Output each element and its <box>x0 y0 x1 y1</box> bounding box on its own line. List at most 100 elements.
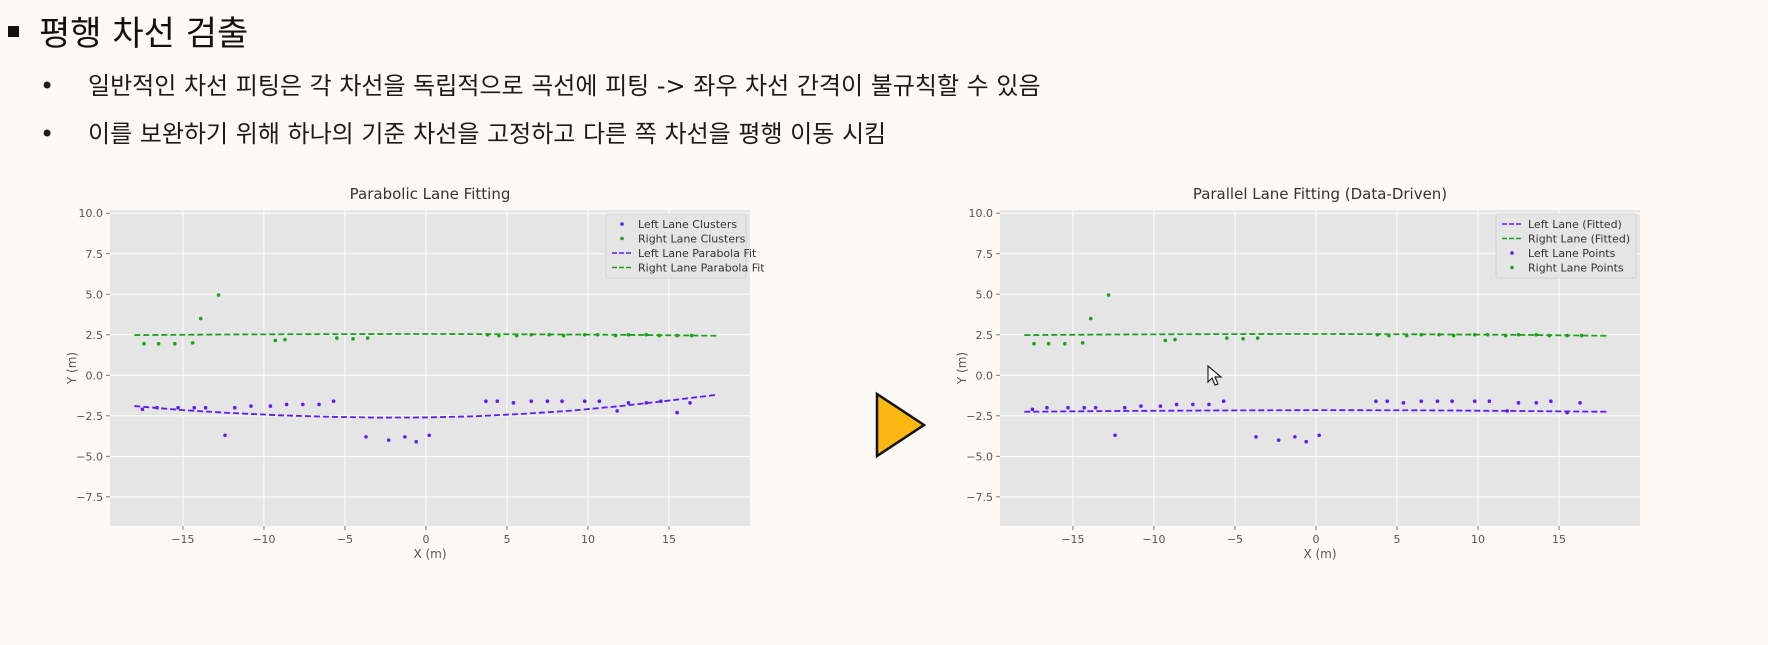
data-point-right <box>216 293 221 297</box>
y-tick-label: −7.5 <box>966 491 993 504</box>
x-tick-label: −5 <box>1227 533 1243 546</box>
data-point-right <box>1375 332 1380 337</box>
data-point-left <box>1254 435 1258 439</box>
data-point-left <box>1534 401 1539 405</box>
legend-label: Left Lane Parabola Fit <box>638 247 757 260</box>
x-tick-label: −5 <box>337 533 353 546</box>
data-point-right <box>1032 341 1036 346</box>
data-point-right <box>1547 333 1552 338</box>
data-point-right <box>561 333 566 338</box>
x-tick-label: 10 <box>581 533 595 546</box>
legend-box <box>605 213 747 279</box>
data-point-left <box>284 402 289 407</box>
data-point-right <box>1565 333 1569 338</box>
x-tick-label: 0 <box>1312 533 1319 546</box>
data-point-right <box>1516 332 1521 337</box>
arrow-icon <box>870 390 930 464</box>
data-point-right <box>1451 333 1456 338</box>
fit-line-right <box>134 333 718 337</box>
data-point-right <box>1387 333 1391 338</box>
bullet-text: 일반적인 차선 피팅은 각 차선을 독립적으로 곡선에 피팅 -> 좌우 차선 … <box>88 72 1041 100</box>
data-point-left <box>1045 405 1049 410</box>
data-point-right <box>644 332 649 337</box>
bullet-item: • 일반적인 차선 피팅은 각 차선을 독립적으로 곡선에 피팅 -> 좌우 차선… <box>40 66 1041 101</box>
data-point-left <box>675 410 679 415</box>
data-point-right <box>1163 338 1168 343</box>
data-point-left <box>268 404 273 408</box>
data-point-right <box>1255 336 1260 340</box>
data-point-right <box>547 332 551 337</box>
data-point-left <box>1565 410 1569 415</box>
bullet-dot-icon: • <box>40 120 55 148</box>
y-tick-label: −2.5 <box>76 410 103 423</box>
fit-line-left <box>134 393 718 419</box>
data-point-right <box>613 333 618 338</box>
data-point-left <box>232 405 237 410</box>
fit-line-right <box>1024 333 1608 337</box>
data-point-left <box>1030 407 1035 412</box>
data-point-right <box>582 332 587 337</box>
slide-title-text: 평행 차선 검출 <box>39 14 249 54</box>
data-point-left <box>140 407 145 412</box>
y-tick-label: 2.5 <box>976 329 994 342</box>
data-point-left <box>1401 401 1406 405</box>
data-point-right <box>1503 333 1508 338</box>
data-point-left <box>484 399 488 404</box>
legend-label: Left Lane (Fitted) <box>1528 218 1622 231</box>
data-point-right <box>689 333 694 338</box>
data-point-right <box>283 337 287 342</box>
data-point-right <box>173 341 177 346</box>
y-tick-label: −2.5 <box>966 410 993 423</box>
x-tick-label: 0 <box>422 533 429 546</box>
data-point-right <box>595 332 600 337</box>
y-tick-label: 5.0 <box>976 288 994 301</box>
data-point-right <box>514 333 519 338</box>
data-point-right <box>273 338 278 343</box>
y-tick-label: −5.0 <box>966 450 993 463</box>
x-tick-label: 15 <box>662 533 676 546</box>
data-point-left <box>1174 402 1179 407</box>
legend-box <box>1495 213 1637 279</box>
data-point-left <box>317 402 321 407</box>
y-tick-label: 10.0 <box>79 207 104 220</box>
parabolic-lane-chart: −15 −10 −5 0 5 10 15 −7.5 −5.0 −2.5 0.0 2.5 5.0 7.5 10… <box>65 185 765 561</box>
data-point-right <box>626 332 631 337</box>
x-axis-label: X (m) <box>413 547 446 561</box>
data-point-left <box>1158 404 1163 408</box>
data-point-right <box>1404 333 1409 338</box>
x-tick-label: 15 <box>1552 533 1566 546</box>
data-point-right <box>1534 332 1539 337</box>
data-point-left <box>1221 399 1226 404</box>
legend-label: Right Lane Parabola Fit <box>638 262 765 275</box>
chart-title: Parabolic Lane Fitting <box>350 185 511 203</box>
data-point-left <box>626 401 631 405</box>
data-point-right <box>1225 336 1229 340</box>
data-point-left <box>1578 401 1582 405</box>
y-tick-label: 7.5 <box>976 248 994 261</box>
y-tick-label: 0.0 <box>976 369 994 382</box>
y-axis-label: Y (m) <box>955 352 969 385</box>
x-axis-label: X (m) <box>1303 547 1336 561</box>
bullet-dot-icon: • <box>40 72 55 100</box>
y-tick-label: −5.0 <box>76 450 103 463</box>
data-point-left <box>1276 438 1281 442</box>
data-point-left <box>1374 399 1378 404</box>
data-point-left <box>1191 402 1195 407</box>
data-point-left <box>1516 401 1521 405</box>
data-point-left <box>615 409 619 413</box>
fit-line-left <box>1024 409 1608 413</box>
square-bullet-icon <box>8 26 19 37</box>
data-point-left <box>1435 399 1440 404</box>
x-tick-label: −15 <box>1061 533 1084 546</box>
data-point-left <box>1505 409 1509 413</box>
data-point-left <box>1122 405 1127 410</box>
data-point-right <box>156 341 161 346</box>
legend-label: Right Lane (Fitted) <box>1528 233 1630 246</box>
data-point-left <box>688 401 692 405</box>
legend-marker-point <box>1510 251 1514 255</box>
data-point-left <box>1093 405 1098 410</box>
x-tick-label: 5 <box>503 533 510 546</box>
data-point-left <box>1472 399 1477 404</box>
mouse-cursor-icon <box>1207 364 1223 391</box>
data-point-right <box>190 341 195 345</box>
